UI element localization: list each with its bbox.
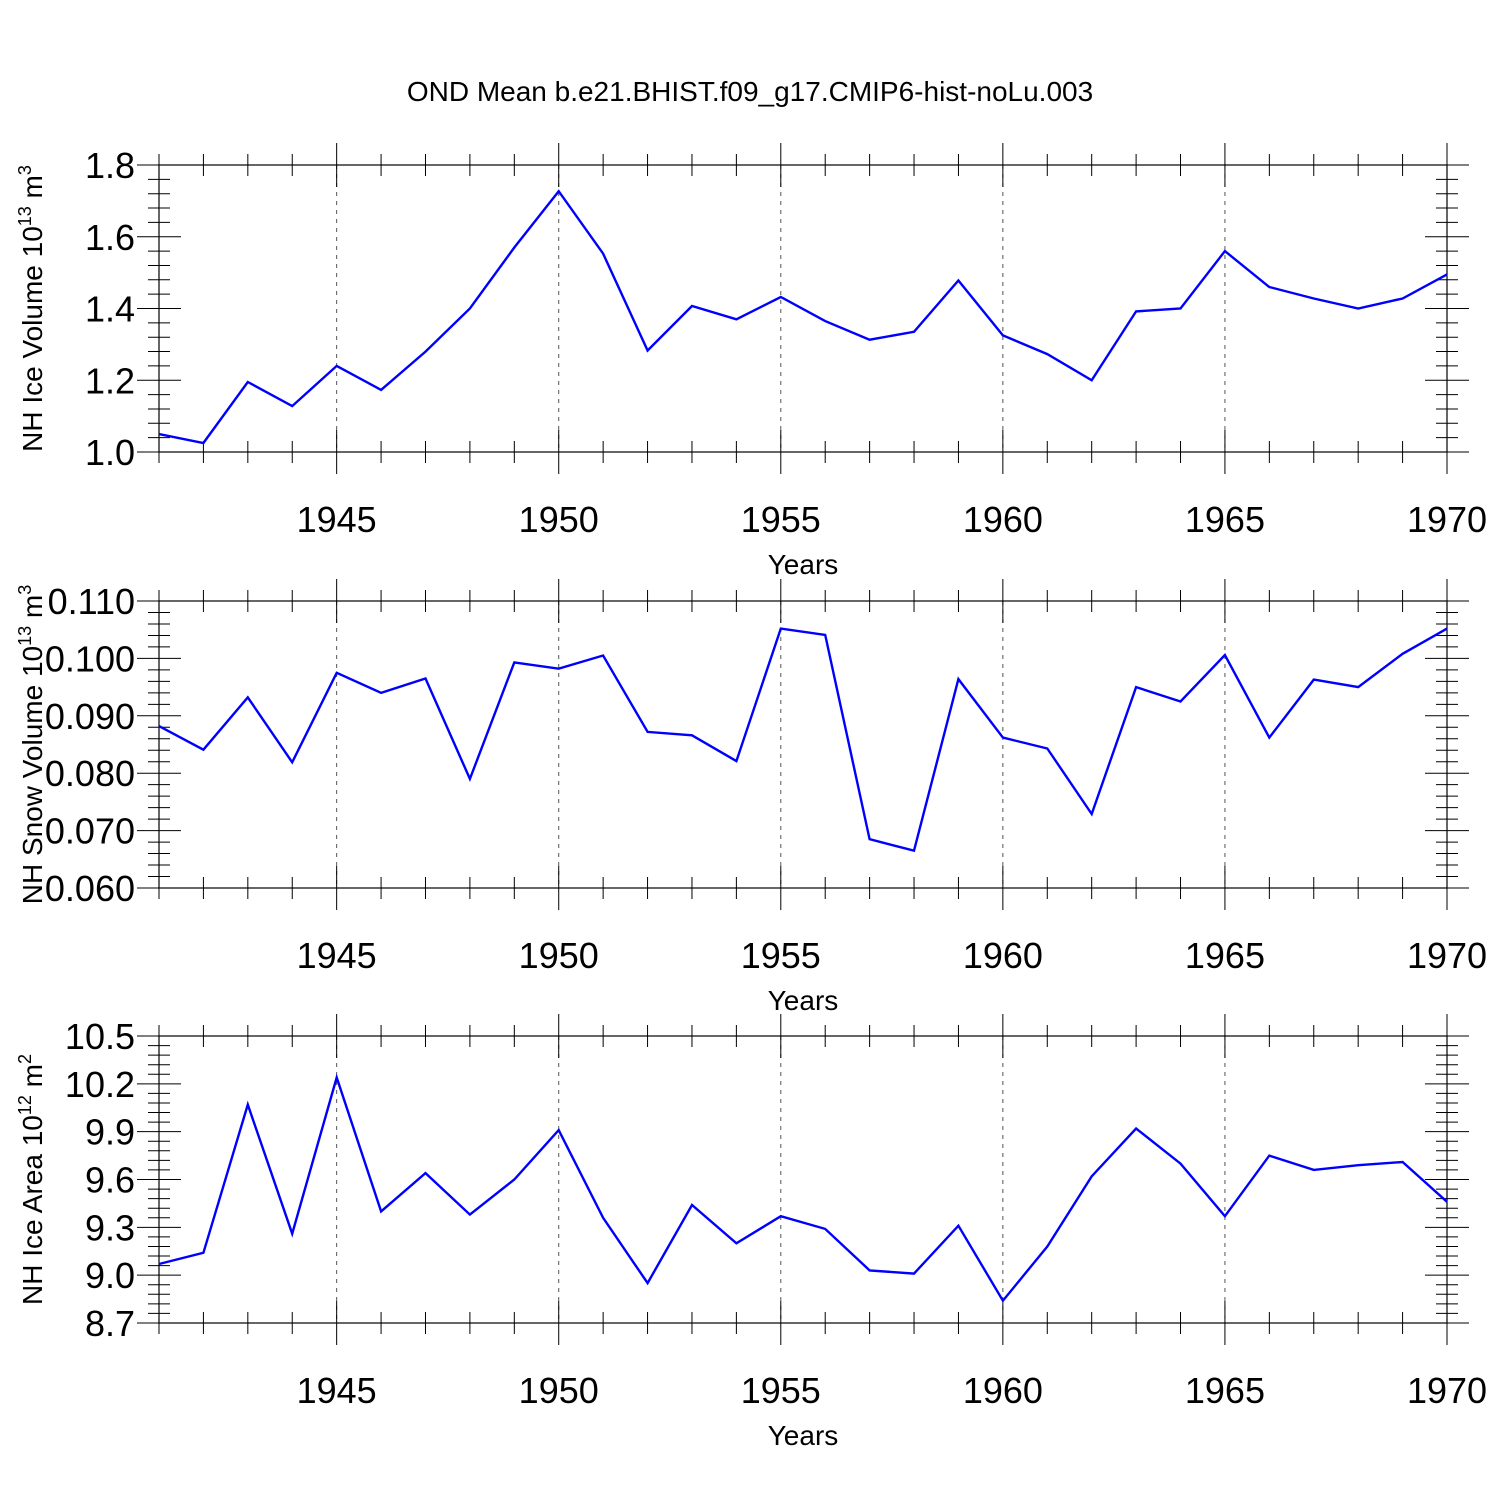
x-tick-label: 1945 [297, 935, 377, 976]
y-tick-label: 1.2 [85, 360, 135, 401]
y-axis-title-part: m [17, 1064, 48, 1095]
y-axis-title-part: m [17, 595, 48, 626]
x-tick-label: 1955 [741, 499, 821, 540]
y-axis-title-part: 3 [15, 165, 35, 175]
y-axis-title-part: NH Ice Area 10 [17, 1115, 48, 1305]
y-tick-label: 0.080 [45, 753, 135, 794]
y-tick-label: 1.6 [85, 217, 135, 258]
x-tick-label: 1970 [1407, 935, 1487, 976]
y-axis-title: NH Snow Volume 1013 m3 [15, 585, 48, 905]
x-tick-label: 1960 [963, 1370, 1043, 1411]
x-axis-title: Years [768, 1420, 839, 1451]
chart-panel-3: 8.7 9.0 9.3 9.6 9.9 10.2 10.5 1945 1950 1955 1960 1… [15, 1014, 1487, 1451]
x-tick-label: 1945 [297, 499, 377, 540]
x-tick-label: 1960 [963, 499, 1043, 540]
x-axis-title: Years [768, 985, 839, 1016]
x-tick-label: 1950 [519, 935, 599, 976]
y-tick-label: 1.0 [85, 432, 135, 473]
y-tick-label: 9.0 [85, 1255, 135, 1296]
y-axis-title-part: 13 [15, 626, 35, 646]
y-tick-label: 9.3 [85, 1207, 135, 1248]
y-axis-title: NH Ice Volume 1013 m3 [15, 165, 48, 452]
chart-panel-1: 1.0 1.2 1.4 1.6 1.8 1945 1950 1955 1960 1965 1970 Y… [15, 143, 1487, 580]
x-tick-label: 1945 [297, 1370, 377, 1411]
series-line [158, 189, 1448, 445]
y-tick-label: 0.110 [48, 581, 135, 622]
series-line [158, 627, 1448, 853]
x-tick-label: 1950 [519, 499, 599, 540]
plot-frame [158, 1035, 1448, 1324]
y-axis-title: NH Ice Area 1012 m2 [15, 1054, 48, 1305]
x-tick-label: 1965 [1185, 499, 1265, 540]
x-tick-label: 1950 [519, 1370, 599, 1411]
y-tick-label: 10.2 [65, 1064, 135, 1105]
y-tick-label: 9.9 [85, 1112, 135, 1153]
y-tick-label: 0.090 [45, 696, 135, 737]
y-axis-title-part: 13 [15, 206, 35, 226]
x-tick-label: 1955 [741, 1370, 821, 1411]
panels: 1.0 1.2 1.4 1.6 1.8 1945 1950 1955 1960 1965 1970 Y… [15, 143, 1487, 1451]
plot-frame [158, 164, 1448, 453]
y-tick-label: 1.8 [85, 145, 135, 186]
x-tick-label: 1965 [1185, 935, 1265, 976]
y-tick-label: 1.4 [85, 289, 135, 330]
y-axis-title-part: 2 [15, 1054, 35, 1064]
x-tick-label: 1970 [1407, 499, 1487, 540]
y-axis-title-part: NH Snow Volume 10 [17, 646, 48, 904]
x-tick-label: 1955 [741, 935, 821, 976]
figure-title: OND Mean b.e21.BHIST.f09_g17.CMIP6-hist-… [407, 76, 1093, 107]
y-axis-title-part: NH Ice Volume 10 [17, 226, 48, 452]
x-tick-label: 1970 [1407, 1370, 1487, 1411]
y-axis-title-part: m [17, 175, 48, 206]
y-axis-title-part: 12 [15, 1095, 35, 1115]
y-tick-label: 9.6 [85, 1160, 135, 1201]
plot-frame [158, 600, 1448, 889]
y-tick-label: 8.7 [85, 1303, 135, 1344]
x-tick-label: 1965 [1185, 1370, 1265, 1411]
y-axis-title-part: 3 [15, 585, 35, 595]
series-line [158, 1073, 1448, 1303]
chart-panel-2: 0.060 0.070 0.080 0.090 0.100 0.110 1945 1950 19… [15, 579, 1487, 1016]
y-tick-label: 0.070 [45, 811, 135, 852]
x-tick-label: 1960 [963, 935, 1043, 976]
y-tick-label: 0.100 [45, 638, 135, 679]
y-tick-label: 10.5 [65, 1016, 135, 1057]
y-tick-label: 0.060 [45, 868, 135, 909]
x-axis-title: Years [768, 549, 839, 580]
